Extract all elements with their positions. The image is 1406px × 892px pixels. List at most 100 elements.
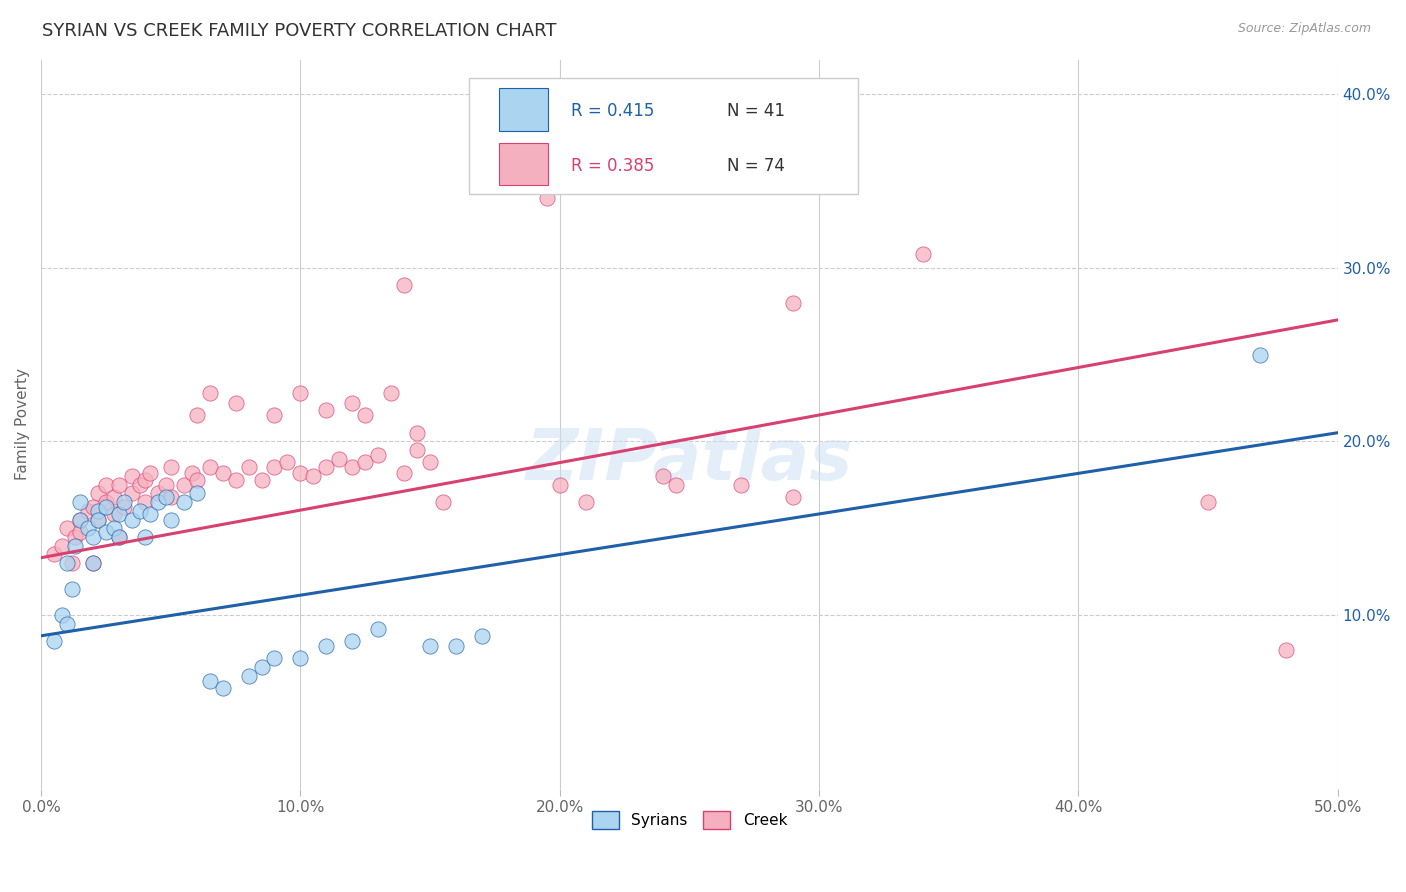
Point bbox=[103, 521, 125, 535]
Point bbox=[432, 495, 454, 509]
Point bbox=[263, 460, 285, 475]
Point bbox=[69, 524, 91, 539]
Text: Source: ZipAtlas.com: Source: ZipAtlas.com bbox=[1237, 22, 1371, 36]
Point bbox=[471, 629, 494, 643]
Point bbox=[108, 530, 131, 544]
Point bbox=[225, 473, 247, 487]
Point bbox=[342, 460, 364, 475]
Point bbox=[211, 466, 233, 480]
Point bbox=[238, 460, 260, 475]
Point bbox=[134, 495, 156, 509]
Point bbox=[42, 634, 65, 648]
Point bbox=[108, 530, 131, 544]
Point bbox=[112, 495, 135, 509]
Point bbox=[315, 460, 337, 475]
Point bbox=[263, 651, 285, 665]
Point bbox=[146, 486, 169, 500]
Legend: Syrians, Creek: Syrians, Creek bbox=[585, 805, 793, 836]
Point bbox=[82, 530, 104, 544]
Point bbox=[354, 455, 377, 469]
Point bbox=[315, 639, 337, 653]
Point bbox=[548, 478, 571, 492]
Point bbox=[419, 639, 441, 653]
Point bbox=[159, 460, 181, 475]
Point bbox=[406, 425, 429, 440]
Point bbox=[134, 473, 156, 487]
Point bbox=[342, 396, 364, 410]
Text: ZIPatlas: ZIPatlas bbox=[526, 426, 853, 495]
Point bbox=[717, 139, 740, 153]
Point bbox=[139, 508, 162, 522]
Point bbox=[536, 191, 558, 205]
Point bbox=[76, 504, 98, 518]
Point bbox=[128, 478, 150, 492]
Point bbox=[155, 478, 177, 492]
Point bbox=[250, 660, 273, 674]
Point bbox=[186, 409, 208, 423]
Point bbox=[276, 455, 298, 469]
Text: R = 0.415: R = 0.415 bbox=[571, 102, 655, 120]
Point bbox=[108, 508, 131, 522]
Point bbox=[94, 478, 117, 492]
Point bbox=[198, 385, 221, 400]
Point bbox=[367, 622, 389, 636]
Point bbox=[82, 556, 104, 570]
Point bbox=[87, 504, 110, 518]
Point bbox=[782, 295, 804, 310]
Text: N = 41: N = 41 bbox=[727, 102, 785, 120]
Point bbox=[782, 490, 804, 504]
Point bbox=[155, 490, 177, 504]
Point bbox=[328, 451, 350, 466]
Point bbox=[69, 495, 91, 509]
Point bbox=[198, 460, 221, 475]
Point bbox=[665, 113, 688, 128]
FancyBboxPatch shape bbox=[499, 88, 548, 130]
Point bbox=[392, 466, 415, 480]
Point bbox=[198, 673, 221, 688]
Point bbox=[63, 539, 86, 553]
Point bbox=[134, 530, 156, 544]
Point bbox=[444, 639, 467, 653]
Point bbox=[82, 556, 104, 570]
Point bbox=[139, 466, 162, 480]
Point bbox=[82, 500, 104, 515]
Point bbox=[60, 582, 83, 596]
Point bbox=[1197, 495, 1219, 509]
Text: SYRIAN VS CREEK FAMILY POVERTY CORRELATION CHART: SYRIAN VS CREEK FAMILY POVERTY CORRELATI… bbox=[42, 22, 557, 40]
Point bbox=[146, 495, 169, 509]
Text: N = 74: N = 74 bbox=[727, 157, 785, 175]
Point bbox=[250, 473, 273, 487]
Point bbox=[652, 469, 675, 483]
Point bbox=[42, 547, 65, 561]
Point bbox=[367, 448, 389, 462]
Point bbox=[290, 385, 312, 400]
Point bbox=[128, 504, 150, 518]
Point bbox=[354, 409, 377, 423]
Point bbox=[60, 556, 83, 570]
Point bbox=[112, 500, 135, 515]
Point bbox=[302, 469, 325, 483]
Point bbox=[51, 607, 73, 622]
Point bbox=[87, 512, 110, 526]
Point bbox=[1274, 642, 1296, 657]
Point bbox=[63, 530, 86, 544]
Point bbox=[730, 478, 752, 492]
Point bbox=[186, 486, 208, 500]
Point bbox=[342, 634, 364, 648]
Point bbox=[575, 495, 598, 509]
Point bbox=[315, 403, 337, 417]
Point bbox=[159, 490, 181, 504]
Point bbox=[238, 669, 260, 683]
Point bbox=[173, 478, 195, 492]
Point bbox=[211, 681, 233, 695]
Point bbox=[290, 651, 312, 665]
Point bbox=[1249, 348, 1271, 362]
Point bbox=[76, 521, 98, 535]
Point bbox=[56, 616, 79, 631]
Point bbox=[108, 478, 131, 492]
Point bbox=[121, 469, 143, 483]
Point bbox=[56, 556, 79, 570]
Point bbox=[94, 500, 117, 515]
FancyBboxPatch shape bbox=[499, 143, 548, 186]
Y-axis label: Family Poverty: Family Poverty bbox=[15, 368, 30, 480]
